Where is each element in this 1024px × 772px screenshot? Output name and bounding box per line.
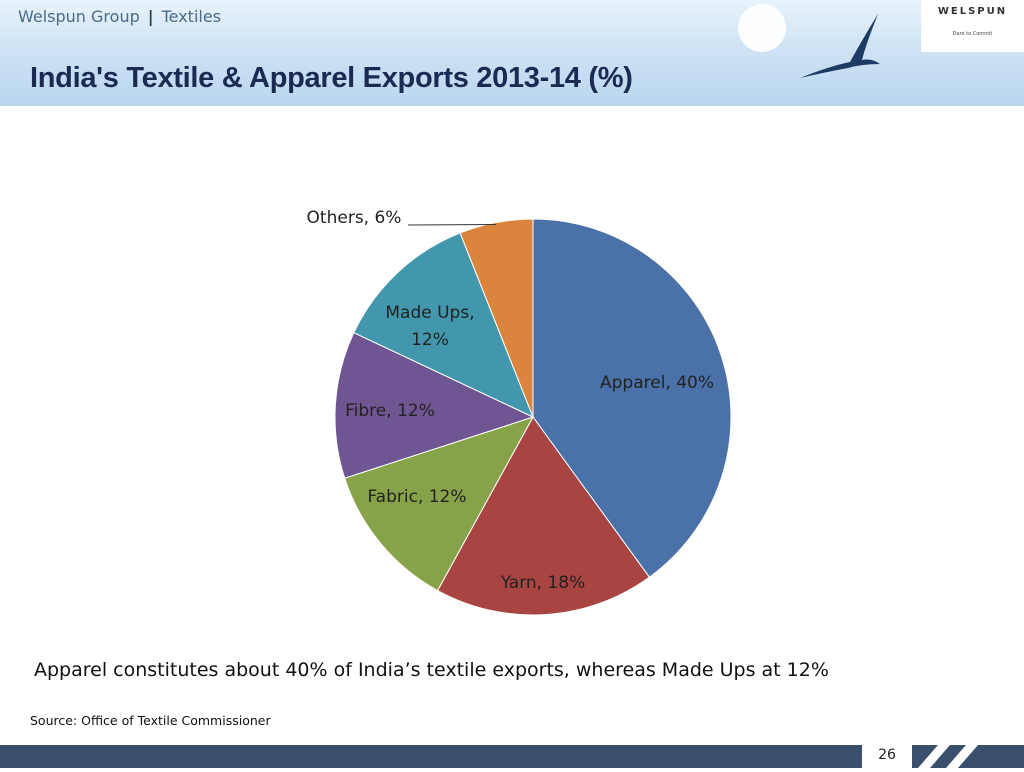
data-label: Fibre, 12% [330, 398, 450, 425]
data-label: Yarn, 18% [483, 570, 603, 597]
page-number: 26 [862, 745, 912, 768]
data-label: Apparel, 40% [587, 370, 727, 397]
data-label: Fabric, 12% [352, 484, 482, 511]
data-label: Made Ups, 12% [375, 300, 485, 354]
data-label: Others, 6% [294, 205, 414, 232]
stripe [918, 745, 950, 768]
source: Source: Office of Textile Commissioner [30, 713, 271, 728]
stripe [946, 745, 978, 768]
caption: Apparel constitutes about 40% of India’s… [34, 659, 829, 681]
